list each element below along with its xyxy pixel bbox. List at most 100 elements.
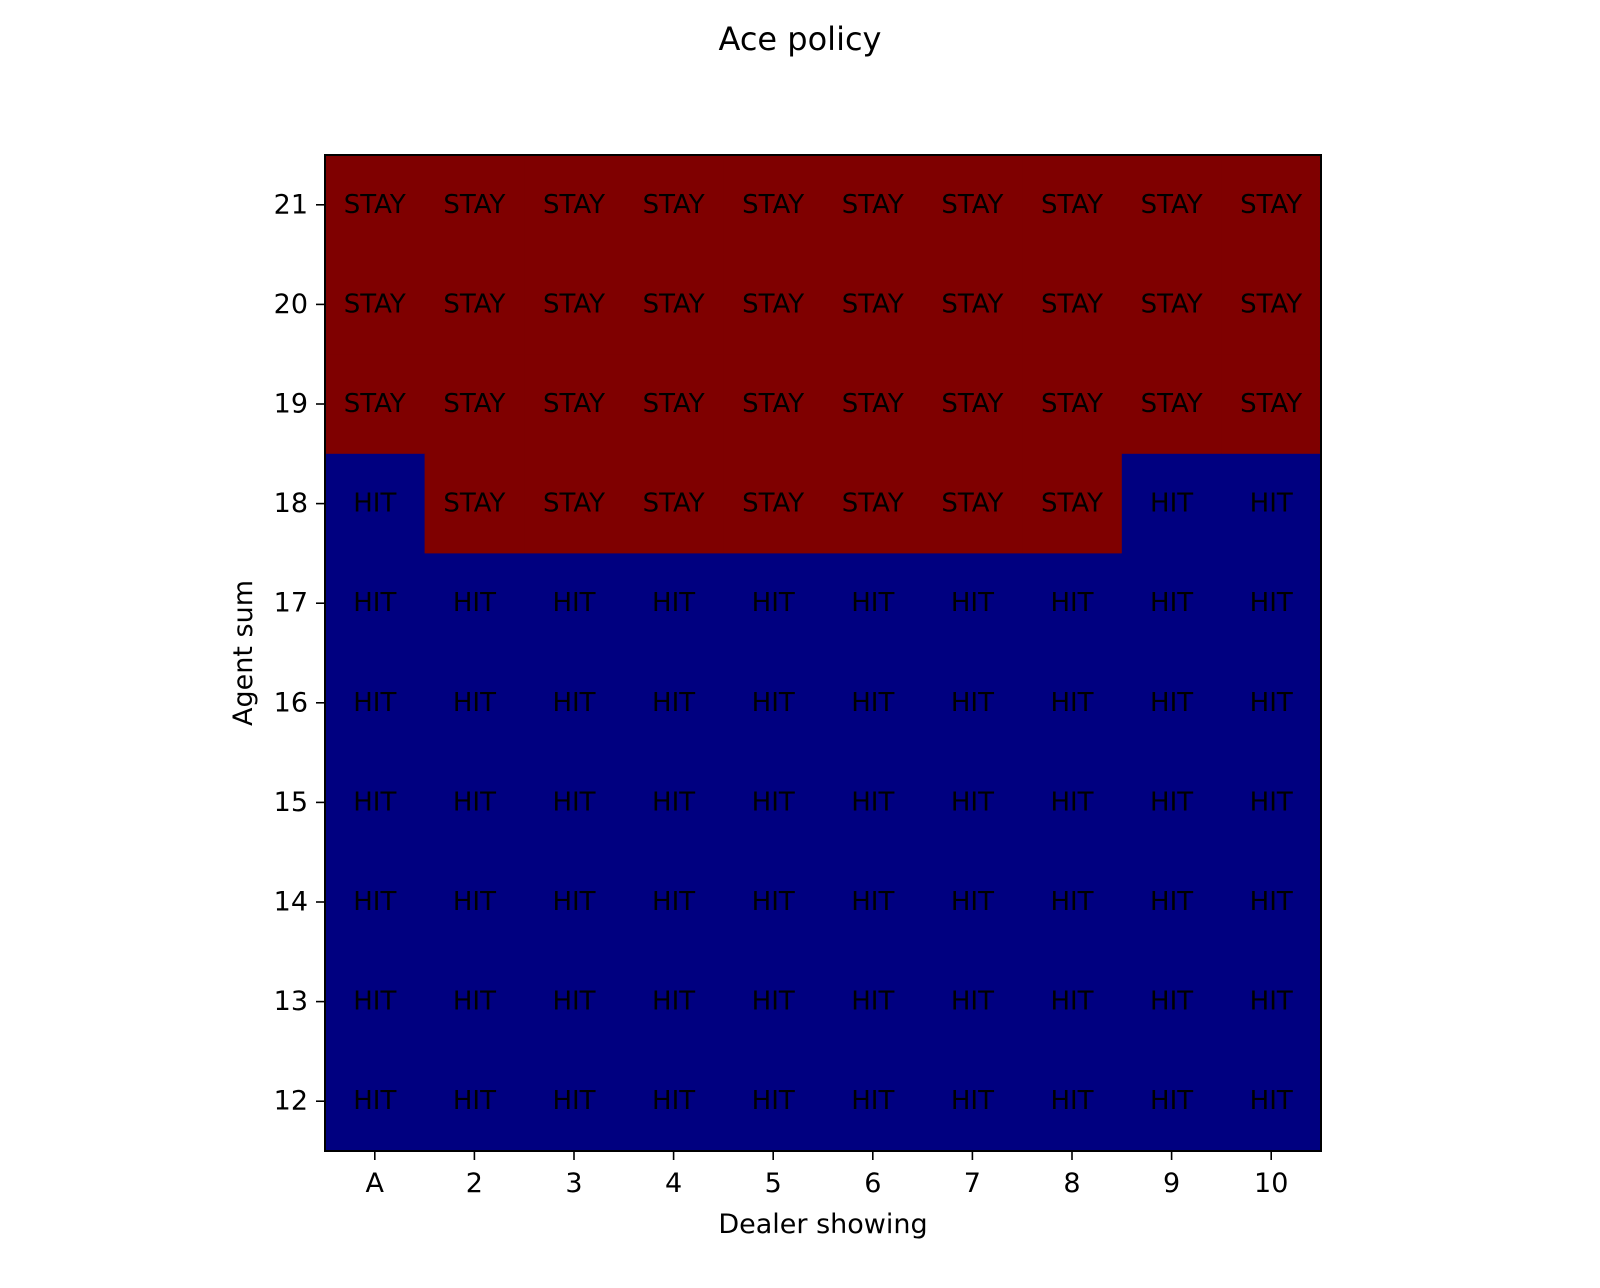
cell-value-label: STAY — [443, 389, 505, 419]
heatmap-cell — [723, 951, 824, 1052]
heatmap-cell — [325, 155, 426, 256]
heatmap-cell-labels: STAY STAY STAY STAY STAY STAY STAY STAY STAY STAY… — [344, 190, 1303, 1116]
heatmap-cell — [823, 354, 924, 455]
x-tick-label: 4 — [665, 1168, 682, 1199]
cell-value-label: HIT — [1250, 887, 1293, 917]
cell-value-label: HIT — [652, 1086, 695, 1116]
heatmap-cell — [623, 254, 724, 355]
heatmap-cell — [1022, 951, 1123, 1052]
heatmap-cell — [1121, 155, 1222, 256]
heatmap-cell — [524, 653, 625, 754]
cell-value-label: STAY — [842, 289, 904, 319]
cell-value-label: HIT — [1050, 987, 1093, 1017]
cell-value-label: STAY — [742, 190, 804, 220]
heatmap-cell — [1221, 354, 1322, 455]
heatmap-cell — [922, 752, 1023, 853]
heatmap-cell — [823, 653, 924, 754]
cell-value-label: HIT — [851, 688, 894, 718]
cell-value-label: HIT — [1250, 787, 1293, 817]
cell-value-label: HIT — [1250, 987, 1293, 1017]
heatmap-cell — [524, 1051, 625, 1152]
chart-title: Ace policy — [719, 20, 882, 58]
heatmap-cell — [524, 951, 625, 1052]
cell-value-label: HIT — [353, 887, 396, 917]
heatmap-cell — [1022, 752, 1123, 853]
heatmap-cell — [723, 354, 824, 455]
cell-value-label: HIT — [353, 987, 396, 1017]
heatmap-cell — [325, 752, 426, 853]
heatmap-cell — [922, 354, 1023, 455]
cell-value-label: HIT — [353, 1086, 396, 1116]
heatmap-cell — [922, 453, 1023, 554]
cell-value-label: HIT — [1150, 588, 1193, 618]
cell-value-label: STAY — [1240, 389, 1302, 419]
cell-value-label: HIT — [353, 688, 396, 718]
cell-value-label: HIT — [652, 787, 695, 817]
cell-value-label: STAY — [543, 289, 605, 319]
heatmap-cell — [1121, 553, 1222, 654]
heatmap-cell — [922, 951, 1023, 1052]
cell-value-label: HIT — [951, 588, 994, 618]
cell-value-label: STAY — [344, 389, 406, 419]
heatmap-cell — [1022, 653, 1123, 754]
cell-value-label: HIT — [453, 887, 496, 917]
cell-value-label: HIT — [1250, 1086, 1293, 1116]
y-tick-label: 15 — [274, 787, 308, 818]
cell-value-label: HIT — [1250, 688, 1293, 718]
heatmap-cell — [623, 155, 724, 256]
cell-value-label: HIT — [1150, 688, 1193, 718]
heatmap-cell — [922, 254, 1023, 355]
cell-value-label: HIT — [752, 688, 795, 718]
x-tick-label: 8 — [1063, 1168, 1080, 1199]
plot-frame — [324, 154, 1322, 1152]
heatmap-cell — [623, 453, 724, 554]
x-axis-ticks: A 2 3 4 5 6 7 8 9 10 — [366, 1151, 1288, 1199]
heatmap-cell — [922, 852, 1023, 953]
heatmap-cell — [1221, 553, 1322, 654]
heatmap-cell — [723, 1051, 824, 1152]
cell-value-label: STAY — [1041, 190, 1103, 220]
cell-value-label: STAY — [443, 190, 505, 220]
cell-value-label: HIT — [851, 987, 894, 1017]
cell-value-label: HIT — [1150, 1086, 1193, 1116]
heatmap-cell — [424, 155, 525, 256]
heatmap-cell — [1121, 453, 1222, 554]
cell-value-label: HIT — [353, 787, 396, 817]
cell-value-label: HIT — [1050, 887, 1093, 917]
cell-value-label: STAY — [1041, 289, 1103, 319]
cell-value-label: HIT — [552, 1086, 595, 1116]
heatmap-cell — [922, 553, 1023, 654]
heatmap-cell — [1022, 852, 1123, 953]
heatmap-cell — [623, 852, 724, 953]
heatmap-cell — [1022, 453, 1123, 554]
cell-value-label: HIT — [1050, 588, 1093, 618]
cell-value-label: STAY — [1041, 389, 1103, 419]
cell-value-label: HIT — [453, 688, 496, 718]
heatmap-cell — [325, 852, 426, 953]
cell-value-label: HIT — [851, 1086, 894, 1116]
cell-value-label: STAY — [941, 190, 1003, 220]
heatmap-cell — [424, 354, 525, 455]
heatmap-cell — [1221, 254, 1322, 355]
cell-value-label: STAY — [1141, 389, 1203, 419]
x-tick-label: A — [366, 1168, 385, 1199]
cell-value-label: HIT — [453, 987, 496, 1017]
x-tick-label: 2 — [466, 1168, 483, 1199]
heatmap-cell — [524, 553, 625, 654]
heatmap-cell — [424, 254, 525, 355]
cell-value-label: HIT — [851, 887, 894, 917]
heatmap-cell — [1022, 354, 1123, 455]
cell-value-label: HIT — [552, 588, 595, 618]
heatmap-cell — [524, 453, 625, 554]
cell-value-label: STAY — [1240, 289, 1302, 319]
heatmap-cell — [623, 752, 724, 853]
cell-value-label: HIT — [353, 489, 396, 519]
cell-value-label: STAY — [941, 289, 1003, 319]
cell-value-label: HIT — [552, 787, 595, 817]
cell-value-label: HIT — [752, 887, 795, 917]
x-tick-label: 3 — [565, 1168, 582, 1199]
cell-value-label: STAY — [842, 489, 904, 519]
heatmap-cell — [823, 155, 924, 256]
cell-value-label: STAY — [344, 289, 406, 319]
